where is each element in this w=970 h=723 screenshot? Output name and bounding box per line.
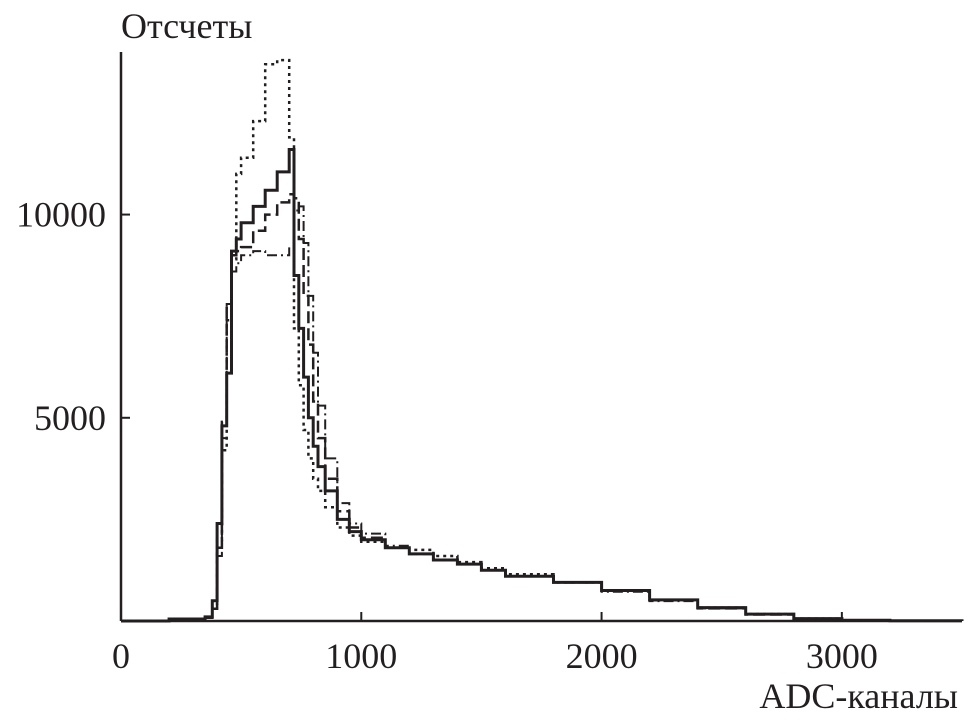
y-tick-label: 10000 (16, 195, 106, 235)
series-dashdot-line (121, 205, 963, 622)
series-solid-line (121, 148, 964, 623)
x-tick-label: 3000 (806, 636, 878, 676)
x-tick-label: 2000 (566, 636, 638, 676)
series-dashed-line (121, 193, 964, 623)
x-axis-label: ADC-каналы (759, 676, 958, 716)
y-axis-label: Отсчеты (121, 6, 252, 46)
series-dotted-line (121, 58, 964, 623)
x-tick-label: 0 (112, 636, 130, 676)
x-tick-label: 1000 (325, 636, 397, 676)
y-tick-label: 5000 (34, 398, 106, 438)
